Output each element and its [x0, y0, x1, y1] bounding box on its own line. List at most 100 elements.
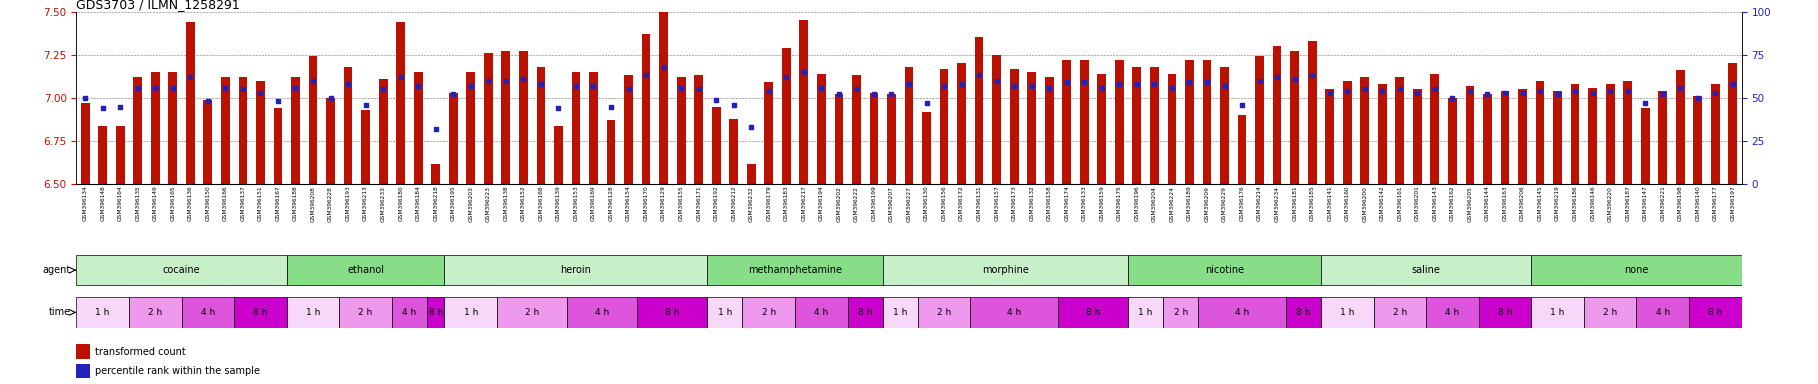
Point — [1298, 72, 1327, 78]
Bar — [1009, 68, 1018, 184]
FancyBboxPatch shape — [1322, 255, 1531, 285]
Point — [1525, 88, 1554, 94]
Bar — [589, 72, 598, 184]
Bar — [800, 20, 809, 184]
Bar — [1114, 60, 1124, 184]
Point — [1351, 86, 1380, 92]
Bar — [729, 119, 738, 184]
Bar — [1431, 74, 1440, 184]
Text: 1 h: 1 h — [893, 308, 907, 317]
Text: 8 h: 8 h — [1498, 308, 1513, 317]
Point — [789, 69, 818, 75]
FancyBboxPatch shape — [638, 297, 707, 328]
Point — [1543, 91, 1573, 98]
FancyBboxPatch shape — [1636, 297, 1689, 328]
FancyBboxPatch shape — [794, 297, 847, 328]
Bar — [1483, 94, 1493, 184]
Point — [1211, 83, 1240, 89]
Bar — [133, 77, 142, 184]
Bar — [449, 93, 458, 184]
Bar — [974, 38, 984, 184]
Text: 2 h: 2 h — [1174, 308, 1187, 317]
Bar — [571, 72, 580, 184]
Point — [1314, 89, 1344, 96]
Text: methamphetamine: methamphetamine — [747, 265, 842, 275]
Bar — [940, 68, 949, 184]
FancyBboxPatch shape — [742, 297, 794, 328]
Text: 2 h: 2 h — [1603, 308, 1618, 317]
Text: 1 h: 1 h — [96, 308, 109, 317]
Point — [1016, 83, 1045, 89]
FancyBboxPatch shape — [1689, 297, 1742, 328]
FancyBboxPatch shape — [918, 297, 971, 328]
FancyBboxPatch shape — [393, 297, 427, 328]
Text: 2 h: 2 h — [525, 308, 540, 317]
Text: 1 h: 1 h — [718, 308, 733, 317]
FancyBboxPatch shape — [287, 255, 444, 285]
Text: 8 h: 8 h — [1296, 308, 1311, 317]
Point — [1140, 81, 1169, 87]
Point — [1227, 102, 1256, 108]
Bar — [607, 120, 614, 184]
Bar — [309, 56, 318, 184]
FancyBboxPatch shape — [1531, 297, 1583, 328]
Text: 4 h: 4 h — [1007, 308, 1022, 317]
Text: morphine: morphine — [982, 265, 1029, 275]
FancyBboxPatch shape — [971, 297, 1058, 328]
Point — [1491, 89, 1520, 96]
Bar — [713, 106, 720, 184]
Point — [211, 84, 240, 91]
FancyBboxPatch shape — [129, 297, 182, 328]
Point — [1193, 79, 1222, 85]
Bar — [1254, 56, 1264, 184]
Point — [105, 103, 135, 109]
Point — [860, 91, 889, 98]
Point — [87, 105, 116, 111]
FancyBboxPatch shape — [1164, 297, 1198, 328]
Text: 4 h: 4 h — [594, 308, 609, 317]
Text: 4 h: 4 h — [1234, 308, 1249, 317]
Point — [649, 64, 678, 70]
FancyBboxPatch shape — [287, 297, 340, 328]
Bar — [1133, 67, 1142, 184]
Bar — [76, 344, 91, 359]
Bar — [1307, 41, 1316, 184]
Bar — [1571, 84, 1580, 184]
FancyBboxPatch shape — [1531, 255, 1742, 285]
Bar — [415, 72, 422, 184]
Bar — [1273, 46, 1282, 184]
Bar — [1167, 74, 1176, 184]
Bar — [1204, 60, 1211, 184]
Bar — [1151, 67, 1158, 184]
Bar — [1447, 98, 1456, 184]
Bar — [1360, 77, 1369, 184]
Bar — [151, 72, 160, 184]
Bar — [1080, 60, 1089, 184]
Point — [316, 95, 345, 101]
Point — [720, 102, 749, 108]
Text: 4 h: 4 h — [200, 308, 215, 317]
Point — [1665, 84, 1694, 91]
Point — [245, 89, 275, 96]
Point — [1174, 79, 1204, 85]
Bar — [1658, 91, 1667, 184]
Point — [773, 74, 802, 80]
FancyBboxPatch shape — [340, 297, 393, 328]
Text: 1 h: 1 h — [305, 308, 320, 317]
FancyBboxPatch shape — [567, 297, 638, 328]
Point — [1333, 88, 1362, 94]
Bar — [834, 94, 844, 184]
Point — [509, 76, 538, 82]
Point — [1385, 86, 1414, 92]
Bar — [764, 82, 773, 184]
Bar — [1518, 89, 1527, 184]
Bar — [362, 110, 371, 184]
Bar — [905, 67, 913, 184]
Point — [1403, 89, 1433, 96]
Point — [1631, 100, 1660, 106]
Text: 8 h: 8 h — [665, 308, 680, 317]
Point — [1053, 79, 1082, 85]
Text: 1 h: 1 h — [1138, 308, 1153, 317]
Point — [438, 91, 467, 98]
Text: 1 h: 1 h — [1340, 308, 1354, 317]
